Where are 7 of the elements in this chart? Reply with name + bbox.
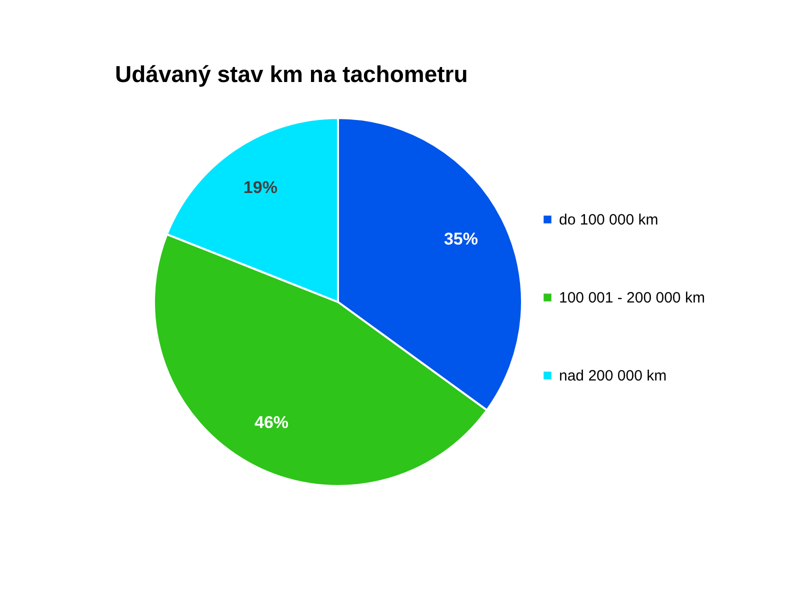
legend-label: 100 001 - 200 000 km [559,290,705,306]
data-label: 35% [444,229,478,248]
legend-label: nad 200 000 km [559,368,667,384]
legend-label: do 100 000 km [559,212,658,228]
data-label: 19% [243,178,278,197]
chart-title: Udávaný stav km na tachometru [115,61,468,87]
data-label: 46% [254,412,289,432]
